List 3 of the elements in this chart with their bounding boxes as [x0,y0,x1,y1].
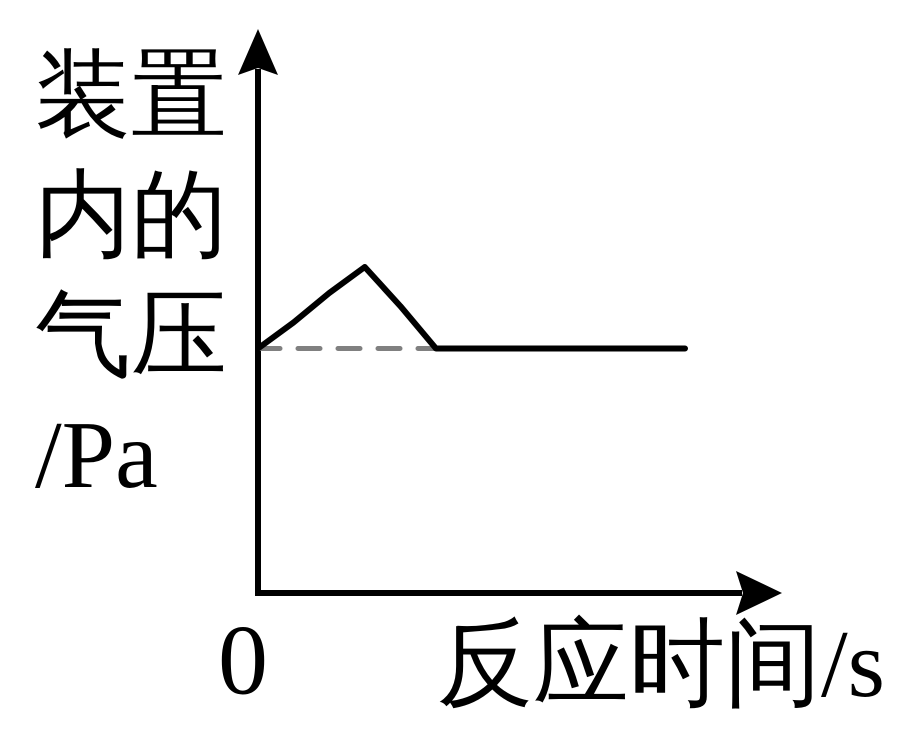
x-axis-title: 反应时间/s [436,610,885,718]
text: 0 [218,604,268,716]
y-axis-title: 装置内的气压/Pa [35,41,227,508]
